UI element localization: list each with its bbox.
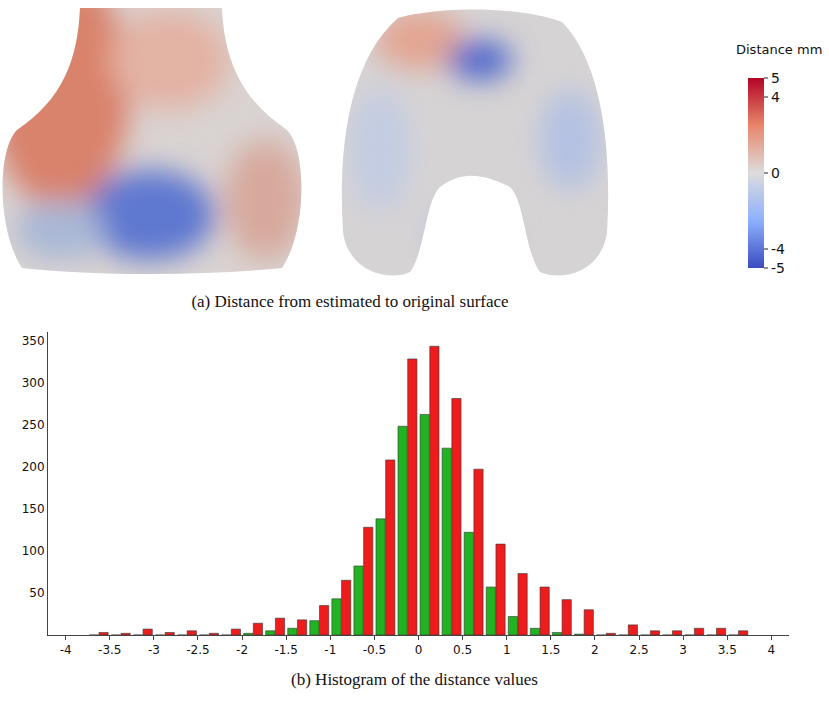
svg-text:250: 250 (22, 418, 45, 432)
svg-text:-2: -2 (236, 643, 248, 657)
svg-text:5: 5 (771, 70, 780, 86)
svg-text:1: 1 (503, 643, 511, 657)
svg-text:50: 50 (29, 586, 44, 600)
svg-text:300: 300 (22, 376, 45, 390)
svg-text:100: 100 (22, 544, 45, 558)
svg-text:Distance mm: Distance mm (736, 42, 822, 57)
svg-text:-3.5: -3.5 (98, 643, 121, 657)
svg-text:1.5: 1.5 (541, 643, 560, 657)
svg-text:0: 0 (415, 643, 423, 657)
svg-text:-4: -4 (60, 643, 72, 657)
svg-text:3.5: 3.5 (718, 643, 737, 657)
svg-text:350: 350 (22, 334, 45, 348)
svg-text:-4: -4 (771, 241, 785, 257)
html-text:(a) Distance from estimated to: (a) Distance from estimated to original … (191, 292, 509, 311)
svg-text:200: 200 (22, 460, 45, 474)
svg-text:-3: -3 (148, 643, 160, 657)
svg-text:-2.5: -2.5 (186, 643, 209, 657)
svg-text:2: 2 (591, 643, 599, 657)
svg-text:2.5: 2.5 (629, 643, 648, 657)
html-text:(b) Histogram of the distance: (b) Histogram of the distance values (291, 670, 538, 689)
svg-text:-1: -1 (324, 643, 336, 657)
svg-text:150: 150 (22, 502, 45, 516)
svg-text:-0.5: -0.5 (363, 643, 386, 657)
svg-text:3: 3 (679, 643, 687, 657)
svg-text:0: 0 (771, 165, 780, 181)
svg-text:-5: -5 (771, 260, 785, 276)
svg-text:4: 4 (768, 643, 776, 657)
svg-text:4: 4 (771, 89, 780, 105)
svg-text:0.5: 0.5 (453, 643, 472, 657)
svg-text:-1.5: -1.5 (274, 643, 297, 657)
